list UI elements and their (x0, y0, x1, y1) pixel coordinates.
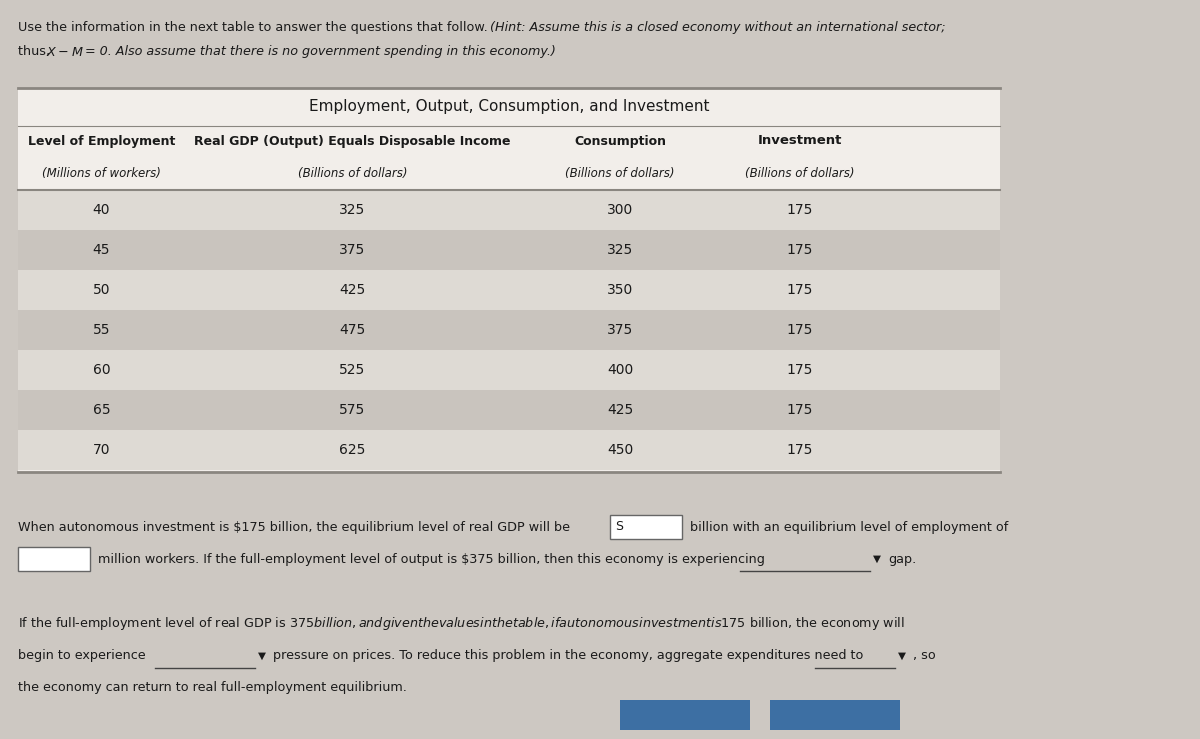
Text: 450: 450 (607, 443, 634, 457)
Text: 175: 175 (787, 443, 814, 457)
Text: If the full-employment level of real GDP is $375 billion, and given the values i: If the full-employment level of real GDP… (18, 616, 905, 633)
Text: the economy can return to real full-employment equilibrium.: the economy can return to real full-empl… (18, 681, 407, 695)
Bar (770, 700, 900, 730)
Bar (18, 430, 1000, 470)
Bar (18, 547, 90, 571)
Text: 375: 375 (607, 323, 634, 337)
Text: 55: 55 (92, 323, 110, 337)
Text: 65: 65 (92, 403, 110, 417)
Text: S: S (616, 520, 623, 534)
Text: 50: 50 (92, 283, 110, 297)
Text: 40: 40 (92, 203, 110, 217)
Text: 300: 300 (607, 203, 634, 217)
Text: 575: 575 (340, 403, 366, 417)
Text: 525: 525 (340, 363, 366, 377)
Text: 175: 175 (787, 283, 814, 297)
Text: 625: 625 (340, 443, 366, 457)
Text: 175: 175 (787, 363, 814, 377)
Text: (Hint: Assume this is a closed economy without an international sector;: (Hint: Assume this is a closed economy w… (490, 21, 946, 35)
Text: Consumption: Consumption (574, 134, 666, 148)
Text: Real GDP (Output) Equals Disposable Income: Real GDP (Output) Equals Disposable Inco… (194, 134, 511, 148)
Text: pressure on prices. To reduce this problem in the economy, aggregate expenditure: pressure on prices. To reduce this probl… (274, 650, 863, 662)
Bar (18, 270, 1000, 310)
Text: 175: 175 (787, 203, 814, 217)
Text: (Billions of dollars): (Billions of dollars) (565, 166, 674, 180)
Text: Level of Employment: Level of Employment (28, 134, 175, 148)
Text: 325: 325 (607, 243, 634, 257)
Text: 175: 175 (787, 323, 814, 337)
Text: 425: 425 (607, 403, 634, 417)
Text: X: X (47, 46, 55, 58)
Text: 60: 60 (92, 363, 110, 377)
Text: = 0. Also assume that there is no government spending in this economy.): = 0. Also assume that there is no govern… (85, 46, 556, 58)
Text: 175: 175 (787, 403, 814, 417)
Text: When autonomous investment is $175 billion, the equilibrium level of real GDP wi: When autonomous investment is $175 billi… (18, 520, 570, 534)
Text: 325: 325 (340, 203, 366, 217)
Bar (18, 350, 1000, 390)
Bar (18, 310, 1000, 350)
Bar (18, 88, 1000, 472)
Text: 70: 70 (92, 443, 110, 457)
Text: 425: 425 (340, 283, 366, 297)
Text: billion with an equilibrium level of employment of: billion with an equilibrium level of emp… (690, 520, 1008, 534)
Text: (Billions of dollars): (Billions of dollars) (745, 166, 854, 180)
Text: 175: 175 (787, 243, 814, 257)
Text: gap.: gap. (888, 553, 917, 565)
Bar (610, 515, 682, 539)
Text: Use the information in the next table to answer the questions that follow.: Use the information in the next table to… (18, 21, 492, 35)
Bar (18, 390, 1000, 430)
Text: −: − (58, 46, 68, 58)
Text: 375: 375 (340, 243, 366, 257)
Text: thus,: thus, (18, 46, 54, 58)
Bar (18, 190, 1000, 230)
Text: 45: 45 (92, 243, 110, 257)
Text: Employment, Output, Consumption, and Investment: Employment, Output, Consumption, and Inv… (308, 100, 709, 115)
Text: begin to experience: begin to experience (18, 650, 145, 662)
Text: Investment: Investment (758, 134, 842, 148)
Text: 475: 475 (340, 323, 366, 337)
Text: 350: 350 (607, 283, 634, 297)
Text: M: M (72, 46, 83, 58)
Text: , so: , so (913, 650, 936, 662)
Text: million workers. If the full-employment level of output is $375 billion, then th: million workers. If the full-employment … (98, 553, 764, 565)
Text: (Billions of dollars): (Billions of dollars) (298, 166, 407, 180)
Text: ▼: ▼ (258, 651, 266, 661)
Text: ▼: ▼ (874, 554, 881, 564)
Text: (Millions of workers): (Millions of workers) (42, 166, 161, 180)
Bar (620, 700, 750, 730)
Text: 400: 400 (607, 363, 634, 377)
Text: ▼: ▼ (898, 651, 906, 661)
Bar (18, 230, 1000, 270)
